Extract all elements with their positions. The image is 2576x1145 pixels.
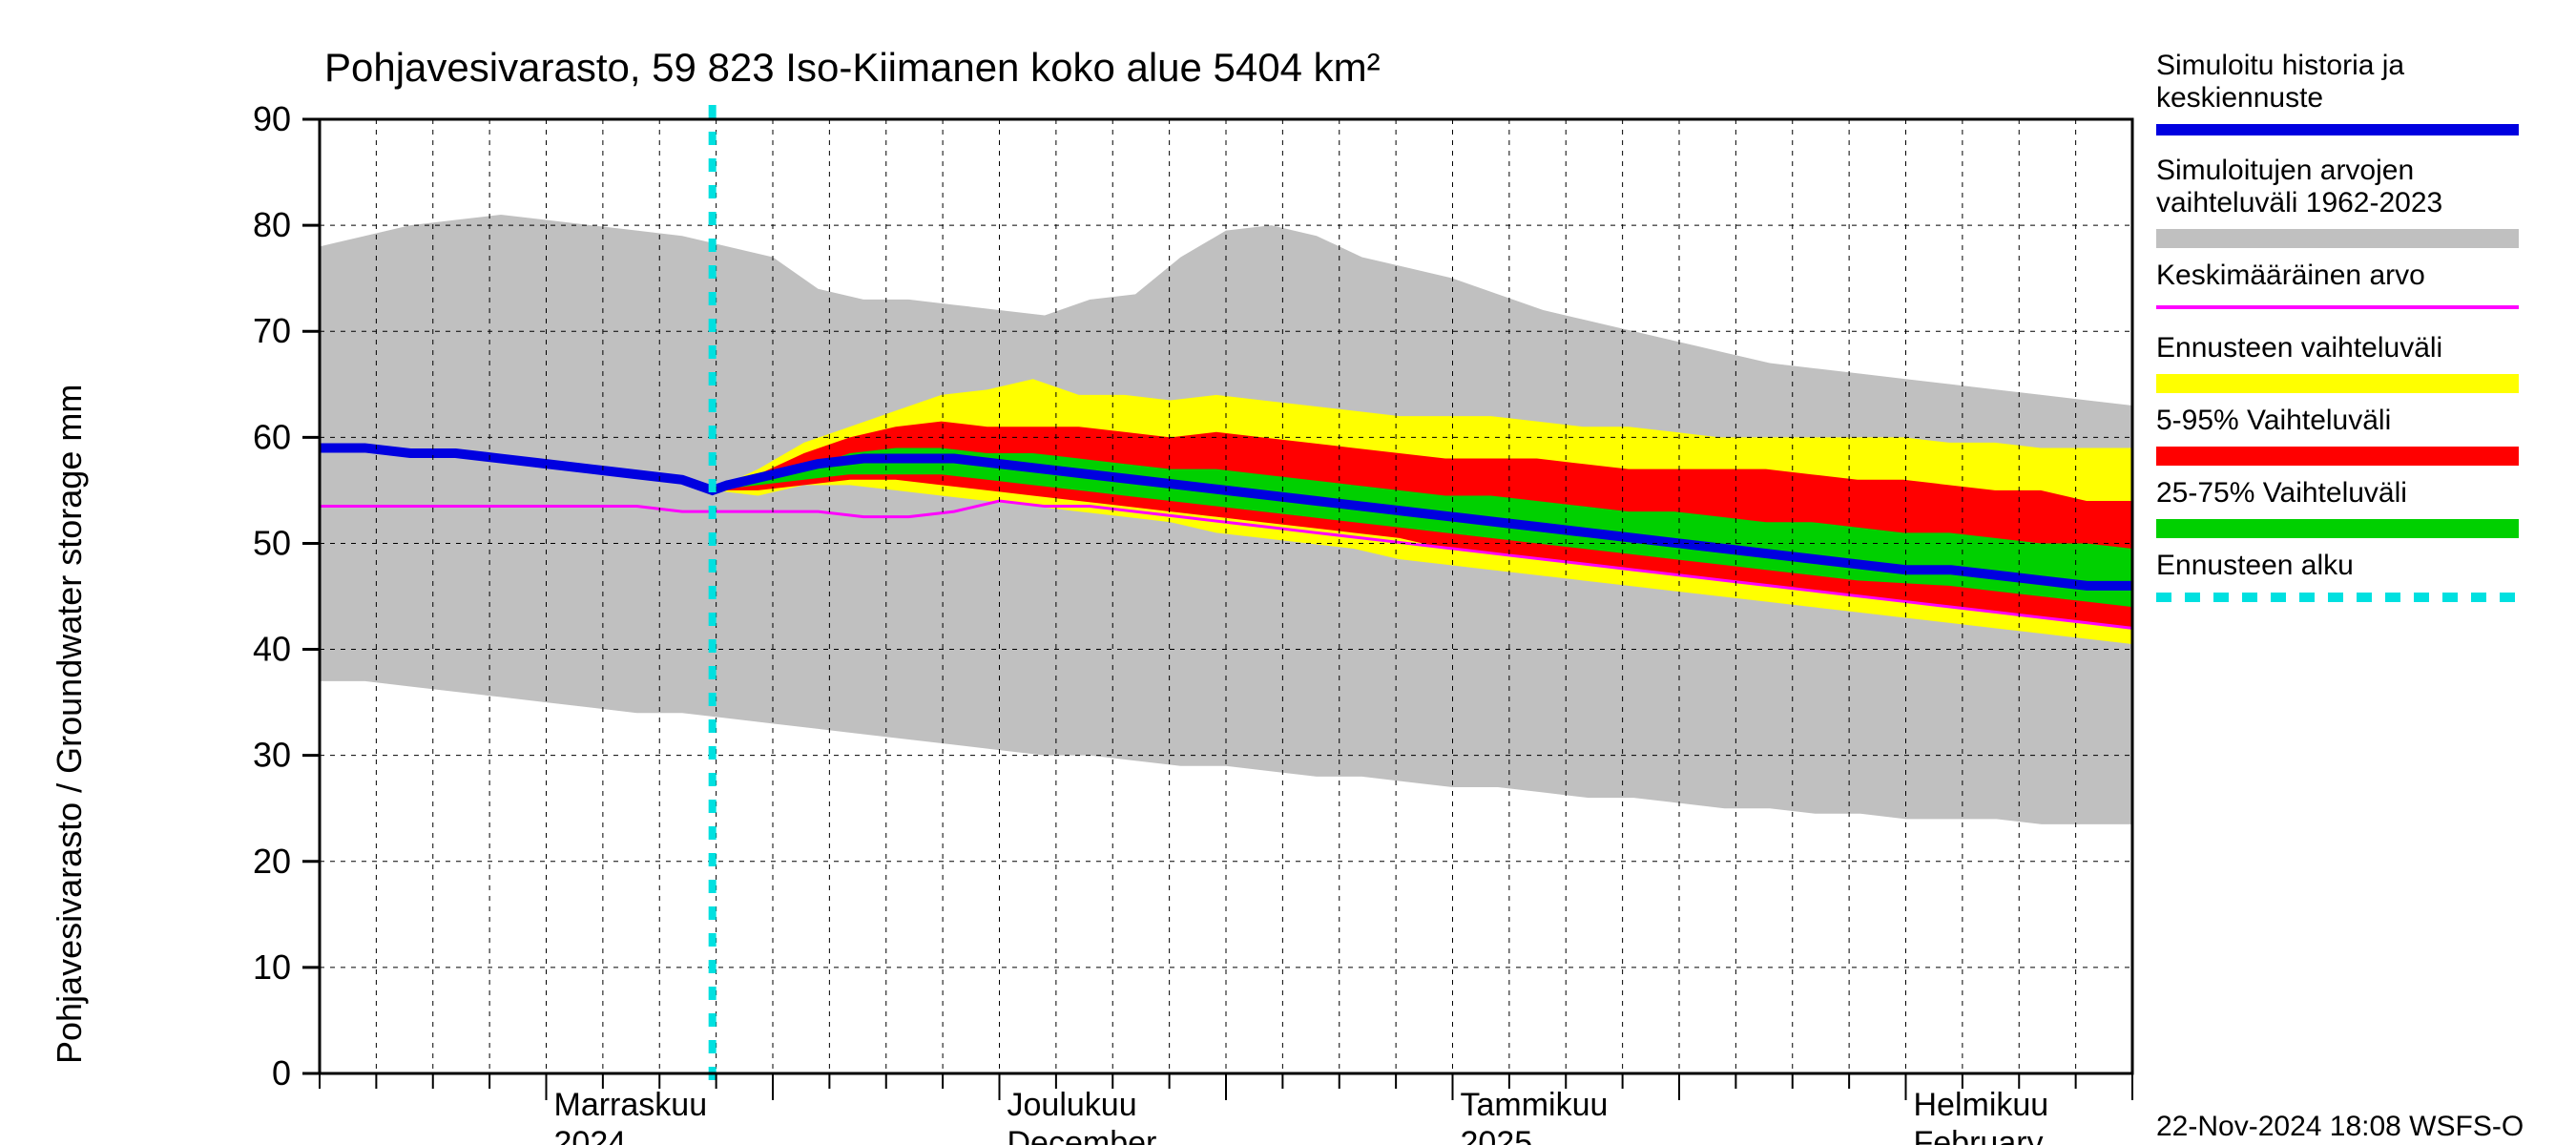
legend-swatch (2156, 229, 2519, 248)
xtick-label-bot: 2025 (1461, 1125, 1533, 1145)
ytick-label: 40 (253, 630, 291, 669)
xtick-label-top: Helmikuu (1914, 1087, 2049, 1123)
footer-timestamp: 22-Nov-2024 18:08 WSFS-O (2156, 1111, 2524, 1142)
ytick-label: 0 (272, 1053, 291, 1093)
legend-label: 5-95% Vaihteluväli (2156, 405, 2391, 436)
xtick-label-bot: 2024 (554, 1125, 627, 1145)
legend-label: 25-75% Vaihteluväli (2156, 477, 2407, 509)
legend-label: Ennusteen alku (2156, 550, 2354, 581)
chart-svg: 0 10 20 30 40 50 60 70 80 90 Marraskuu2024 Joulukuu… (0, 0, 2576, 1145)
legend-label: keskiennuste (2156, 82, 2323, 114)
chart-title: Pohjavesivarasto, 59 823 Iso-Kiimanen ko… (324, 45, 1381, 90)
xtick-label-top: Joulukuu (1008, 1087, 1137, 1123)
xtick-label-bot: December (1008, 1125, 1157, 1145)
xtick-label-bot: February (1914, 1125, 2044, 1145)
legend-label: Ennusteen vaihteluväli (2156, 332, 2442, 364)
legend-label: vaihteluväli 1962-2023 (2156, 187, 2442, 219)
legend-label: Simuloitujen arvojen (2156, 155, 2414, 186)
legend-swatch (2156, 374, 2519, 393)
ytick-label: 90 (253, 99, 291, 138)
legend-swatch (2156, 519, 2519, 538)
ytick-label: 80 (253, 205, 291, 244)
ytick-label: 10 (253, 947, 291, 987)
y-axis-label: Pohjavesivarasto / Groundwater storage m… (50, 385, 89, 1064)
ytick-label: 70 (253, 311, 291, 350)
xtick-label-top: Marraskuu (554, 1087, 708, 1123)
legend-swatch (2156, 447, 2519, 466)
legend-label: Keskimääräinen arvo (2156, 260, 2425, 291)
legend-label: Simuloitu historia ja (2156, 50, 2404, 81)
ytick-label: 60 (253, 417, 291, 456)
ytick-label: 50 (253, 523, 291, 562)
chart-container: 0 10 20 30 40 50 60 70 80 90 Marraskuu2024 Joulukuu… (0, 0, 2576, 1145)
ytick-label: 30 (253, 736, 291, 775)
xtick-label-top: Tammikuu (1461, 1087, 1609, 1123)
ytick-label: 20 (253, 842, 291, 881)
